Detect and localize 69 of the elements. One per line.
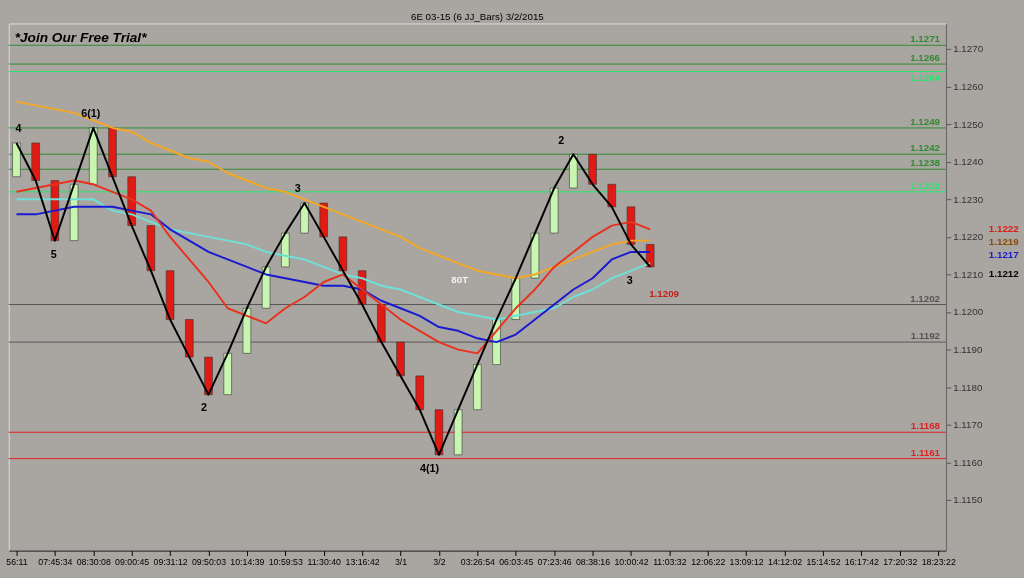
line-series bbox=[15, 179, 652, 355]
x-tick-label: 3/2 bbox=[433, 556, 446, 567]
y-tick-label: 1.1270 bbox=[953, 43, 984, 55]
annotation: 3 bbox=[626, 274, 633, 287]
annotation: 5 bbox=[50, 247, 57, 260]
x-tick-label: 3/1 bbox=[394, 556, 408, 567]
chart-title: 6E 03-15 (6 JJ_Bars) 3/2/2015 bbox=[410, 10, 545, 22]
x-tick-label: 14:12:02 bbox=[768, 556, 803, 567]
x-tick-label: 17:20:32 bbox=[883, 556, 918, 567]
ref-line-label: 1.1232 bbox=[910, 179, 941, 191]
x-tick-label: 09:00:45 bbox=[115, 556, 150, 567]
ref-line-label: 1.1238 bbox=[910, 157, 941, 169]
ref-line-label: 1.1192 bbox=[910, 330, 941, 342]
y-tick-label: 1.1150 bbox=[953, 494, 983, 506]
text: 1.1222 bbox=[988, 223, 1020, 235]
ref-line-label: 1.1264 bbox=[910, 72, 941, 84]
y-tick-label: 1.1220 bbox=[953, 231, 984, 243]
x-tick-label: 06:03:45 bbox=[499, 556, 534, 567]
x-tick-label: 08:30:08 bbox=[76, 556, 111, 567]
line-series bbox=[15, 198, 652, 321]
y-tick-label: 1.1260 bbox=[953, 81, 984, 93]
ref-line-label: 1.1202 bbox=[910, 292, 941, 304]
annotation: 4(1) bbox=[419, 461, 440, 474]
x-tick-label: 15:14:52 bbox=[806, 556, 841, 567]
y-tick-label: 1.1210 bbox=[953, 268, 984, 280]
x-tick-label: 10:00:42 bbox=[614, 556, 649, 567]
y-tick-label: 1.1160 bbox=[953, 456, 983, 468]
x-tick-label: 10:59:53 bbox=[268, 556, 303, 567]
x-tick-label: 08:38:16 bbox=[575, 556, 611, 567]
line-series bbox=[15, 205, 652, 344]
y-tick-label: 1.1170 bbox=[953, 419, 983, 431]
x-tick-label: 07:23:46 bbox=[537, 556, 572, 567]
line-series bbox=[15, 126, 652, 456]
annotation: 4 bbox=[15, 121, 22, 134]
annotation: 80T bbox=[451, 274, 469, 286]
x-tick-label: 09:50:03 bbox=[191, 556, 227, 567]
x-tick-label: 11:30:40 bbox=[307, 556, 342, 567]
x-tick-label: 11:03:32 bbox=[653, 556, 687, 567]
y-tick-label: 1.1180 bbox=[953, 381, 983, 393]
x-tick-label: 16:17:42 bbox=[844, 556, 880, 567]
y-tick-label: 1.1240 bbox=[953, 156, 984, 168]
ref-line-label: 1.1249 bbox=[910, 116, 941, 127]
x-tick-label: 09:31:12 bbox=[153, 556, 188, 567]
ref-line-label: 1.1271 bbox=[910, 33, 941, 45]
ref-line-label: 1.1168 bbox=[910, 420, 941, 432]
text: 1.1217 bbox=[988, 248, 1019, 260]
ref-line-label: 1.1242 bbox=[910, 142, 941, 154]
annotation: *Join Our Free Trial* bbox=[14, 30, 148, 46]
y-tick-label: 1.1190 bbox=[953, 344, 983, 356]
x-tick-label: 13:09:12 bbox=[729, 556, 764, 567]
x-tick-label: 03:26:54 bbox=[460, 556, 496, 567]
annotation: 1.1209 bbox=[649, 287, 680, 299]
x-tick-label: 12:06:22 bbox=[691, 556, 726, 567]
x-tick-label: 18:23:22 bbox=[921, 556, 956, 567]
y-tick-label: 1.1200 bbox=[953, 306, 984, 318]
ref-line-label: 1.1266 bbox=[910, 52, 941, 64]
text: 1.1212 bbox=[988, 268, 1020, 280]
y-tick-label: 1.1250 bbox=[953, 118, 984, 130]
y-tick-label: 1.1230 bbox=[953, 193, 984, 205]
x-tick-label: 07:45:34 bbox=[38, 556, 73, 567]
annotation: 3 bbox=[294, 182, 301, 195]
text: 1.1219 bbox=[988, 236, 1020, 248]
x-tick-label: 13:16:42 bbox=[345, 556, 380, 567]
annotation: 2 bbox=[558, 133, 565, 146]
ref-line-label: 1.1161 bbox=[910, 446, 941, 458]
x-tick-label: 56:11 bbox=[6, 556, 28, 567]
x-tick-label: 10:14:39 bbox=[230, 556, 265, 567]
annotation: 6(1) bbox=[81, 107, 101, 120]
annotation: 2 bbox=[201, 401, 208, 414]
